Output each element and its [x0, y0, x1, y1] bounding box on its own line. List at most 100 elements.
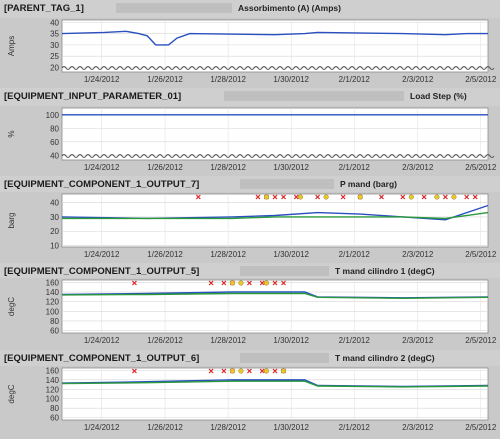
warning-marker [323, 194, 329, 200]
x-tick-label: 2/5/2012 [465, 423, 497, 432]
warning-marker [298, 194, 304, 200]
y-tick-label: 25 [50, 52, 59, 61]
x-tick-label: 2/5/2012 [465, 75, 497, 84]
plot-area [61, 279, 489, 334]
redacted-label [240, 266, 329, 276]
x-tick-label: 1/24/2012 [84, 250, 120, 259]
alarm-marker [421, 194, 427, 200]
x-tick-label: 2/3/2012 [402, 336, 434, 345]
y-tick-label: 140 [46, 288, 60, 297]
x-tick-label: 2/5/2012 [465, 250, 497, 259]
y-tick-label: 140 [46, 376, 60, 385]
plot-area [61, 19, 489, 73]
series-tag: [EQUIPMENT_INPUT_PARAMETER_01] [4, 91, 181, 102]
warning-marker [263, 194, 270, 200]
y-tick-label: 120 [46, 385, 60, 394]
warning-marker [263, 368, 270, 374]
warning-marker [229, 280, 235, 286]
chart-panel-2: [EQUIPMENT_INPUT_PARAMETER_01] Load Step … [0, 88, 500, 172]
y-tick-label: 80 [50, 404, 59, 413]
series-line-2 [62, 211, 489, 220]
series-title: Assorbimento (A) (Amps) [238, 3, 341, 13]
x-tick-label: 1/26/2012 [147, 423, 183, 432]
chart-panel-3: [EQUIPMENT_COMPONENT_1_OUTPUT_7] P mand (… [0, 176, 500, 259]
y-axis-label: barg [7, 212, 16, 228]
x-tick-label: 1/26/2012 [147, 75, 183, 84]
x-tick-label: 2/5/2012 [465, 336, 497, 345]
x-tick-label: 1/28/2012 [210, 250, 246, 259]
x-tick-label: 2/1/2012 [339, 250, 371, 259]
alarm-marker [221, 280, 227, 286]
x-tick-label: 1/28/2012 [210, 336, 246, 345]
y-tick-label: 30 [50, 41, 59, 50]
plot-area [61, 367, 489, 421]
x-tick-label: 1/30/2012 [273, 423, 309, 432]
x-tick-label: 2/1/2012 [339, 336, 371, 345]
y-axis-label: % [7, 130, 16, 137]
alarm-marker [259, 368, 265, 374]
warning-marker [229, 368, 235, 374]
x-tick-label: 1/26/2012 [147, 250, 183, 259]
alarm-marker [379, 194, 384, 200]
y-tick-label: 20 [50, 227, 59, 236]
warning-marker [451, 194, 457, 200]
series-title: P mand (barg) [340, 179, 397, 189]
alarm-marker [208, 368, 214, 374]
axis-break [61, 153, 495, 159]
alarm-marker [259, 280, 265, 286]
warning-marker [263, 280, 270, 286]
series-tag: [EQUIPMENT_COMPONENT_1_OUTPUT_6] [4, 353, 199, 364]
alarm-marker [272, 280, 278, 286]
plot-area [61, 107, 489, 161]
alarm-marker [281, 280, 286, 286]
y-tick-label: 160 [46, 366, 60, 375]
y-tick-label: 160 [46, 278, 60, 287]
y-tick-label: 120 [46, 298, 60, 307]
y-tick-label: 100 [46, 395, 60, 404]
y-axis-label: degC [7, 297, 16, 316]
x-tick-label: 2/3/2012 [402, 250, 434, 259]
x-tick-label: 1/28/2012 [210, 163, 246, 172]
alarm-marker [340, 194, 346, 200]
alarm-marker [472, 194, 478, 200]
y-tick-label: 10 [50, 242, 59, 251]
series-tag: [EQUIPMENT_COMPONENT_1_OUTPUT_7] [4, 179, 199, 190]
x-tick-label: 1/30/2012 [273, 163, 309, 172]
series-tag: [EQUIPMENT_COMPONENT_1_OUTPUT_5] [4, 266, 199, 277]
series-line-1 [61, 30, 488, 46]
x-tick-label: 1/24/2012 [84, 336, 120, 345]
alarm-marker [208, 280, 214, 286]
alarm-marker [131, 368, 137, 374]
x-tick-label: 1/30/2012 [273, 250, 309, 259]
x-tick-label: 2/1/2012 [339, 75, 371, 84]
y-tick-label: 40 [50, 151, 59, 160]
redacted-label [116, 3, 232, 13]
x-tick-label: 1/26/2012 [147, 336, 183, 345]
series-title: Load Step (%) [410, 91, 467, 101]
series-title: T mand cilindro 2 (degC) [335, 353, 435, 363]
x-tick-label: 1/24/2012 [84, 163, 120, 172]
x-tick-label: 1/24/2012 [84, 423, 120, 432]
x-tick-label: 2/3/2012 [402, 163, 434, 172]
series-line-2 [61, 380, 489, 388]
alarm-marker [221, 368, 227, 374]
alarm-marker [293, 194, 299, 200]
warning-marker [408, 194, 414, 200]
x-tick-label: 1/24/2012 [84, 75, 120, 84]
warning-marker [434, 194, 440, 200]
x-tick-label: 2/3/2012 [402, 423, 434, 432]
y-tick-label: 80 [50, 317, 59, 326]
alarm-marker [131, 280, 137, 286]
y-tick-label: 100 [46, 307, 60, 316]
series-title: T mand cilindro 1 (degC) [335, 266, 435, 276]
chart-panel-5: [EQUIPMENT_COMPONENT_1_OUTPUT_6] T mand c… [0, 350, 500, 432]
alarm-marker [272, 368, 278, 374]
warning-marker [238, 280, 244, 286]
y-tick-label: 80 [50, 124, 59, 133]
redacted-label [240, 179, 334, 189]
y-tick-label: 60 [50, 414, 59, 423]
warning-marker [357, 194, 363, 200]
y-tick-label: 100 [46, 111, 60, 120]
alarm-marker [442, 194, 448, 200]
